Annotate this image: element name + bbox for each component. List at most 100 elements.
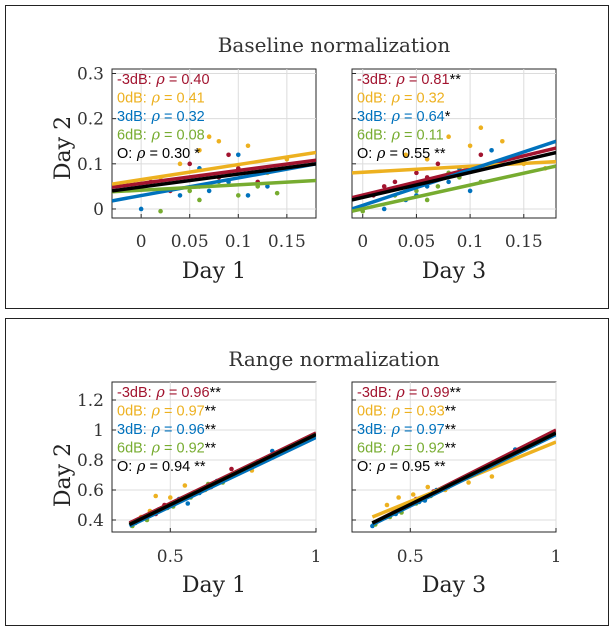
baseline-subplot-2-legend-label: 6dB:: [357, 128, 387, 144]
baseline-subplot-1-legend-label: O:: [117, 146, 132, 162]
range-subplot-1-legend-entry-5: O: ρ = 0.94 **: [117, 459, 206, 475]
range-subplot-2-x-tick-label: 1: [551, 547, 562, 567]
range-subplot-2-legend-entry-3: 3dB: ρ = 0.97**: [357, 422, 456, 438]
baseline-subplot-2-legend-significance: **: [450, 72, 462, 88]
baseline-subplot-1-series-1-point: [226, 152, 231, 158]
baseline-subplot-1-series-4-point: [274, 190, 280, 196]
range-subplot-1-y-tick-label: 1: [93, 421, 104, 441]
baseline-subplot-2-legend-significance: *: [445, 109, 451, 125]
baseline-subplot-2-series-3-point: [467, 188, 473, 194]
baseline-subplot-2-legend-value: 0.32: [417, 91, 445, 107]
range-subplot-2-legend-equals: =: [400, 441, 417, 457]
baseline-subplot-2-series-2-point: [500, 138, 505, 144]
baseline-subplot-2-series-2-point: [467, 143, 473, 149]
baseline-subplot-1-legend-value: 0.08: [177, 128, 205, 144]
range-subplot-2-series-2-point: [466, 480, 471, 485]
baseline-subplot-1-legend-equals: =: [160, 109, 177, 125]
range-subplot-1-x-tick-label: 0.5: [157, 547, 184, 567]
baseline-subplot-1-series-3-point: [206, 188, 212, 194]
baseline-subplot-2-legend-equals: =: [385, 146, 402, 162]
range-subplot-1-legend-significance: **: [205, 404, 217, 420]
range-subplot-1-axes-box: [111, 381, 317, 533]
range-subplot-1-legend-value: 0.96: [177, 422, 205, 438]
baseline-subplot-1-x-tick-label: 0.1: [225, 232, 252, 252]
baseline-subplot-1-legend-value: 0.32: [177, 109, 205, 125]
baseline-subplot-2-legend-label: 0dB:: [357, 91, 387, 107]
baseline-subplot-1-legend-entry-2: 0dB: ρ = 0.41: [117, 91, 205, 107]
baseline-subplot-1-legend-rho: ρ: [147, 91, 161, 107]
baseline-subplot-2-legend-value: 0.81: [421, 72, 449, 88]
range-subplot-1-legend-value: 0.97: [177, 404, 205, 420]
baseline-subplot-2-series-2-point: [478, 125, 484, 130]
baseline-subplot-1-series-4-point: [235, 193, 241, 198]
baseline-subplot-2-series-1-point: [478, 152, 484, 158]
range-subplot-1-legend-significance: **: [190, 459, 206, 475]
range-subplot-2-legend-significance: **: [445, 404, 457, 420]
range-subplot-1-legend-equals: =: [160, 404, 177, 420]
baseline-subplot-1-series-4-fit-line: [112, 178, 316, 194]
baseline-subplot-2-series-1-point: [392, 179, 398, 185]
range-subplot-1-legend-significance: **: [205, 422, 217, 438]
range-subplot-1-y-tick-label: 1.2: [77, 391, 104, 411]
baseline-subplot-1-x-tick-label: 0.15: [268, 232, 306, 252]
baseline-subplot-1-legend-value: 0.40: [181, 72, 209, 88]
baseline-subplot-1-legend-value: 0.41: [177, 91, 205, 107]
range-subplot-2-legend-value: 0.97: [417, 422, 445, 438]
baseline-subplot-2-series-4-point: [435, 184, 441, 189]
range-subplot-1-legend-rho: ρ: [132, 459, 146, 475]
baseline-subplot-2-x-tick-label: 0.15: [505, 232, 543, 252]
baseline-subplot-2-legend-entry-3: 3dB: ρ = 0.64*: [357, 109, 451, 125]
range-subplot-2-legend-significance: **: [430, 459, 446, 475]
range-subplot-1-legend-rho: ρ: [147, 422, 161, 438]
range-subplot-1-legend-value: 0.96: [181, 385, 209, 401]
baseline-subplot-1-legend-value: 0.30: [162, 146, 190, 162]
range-subplot-2-legend-label: 3dB:: [357, 422, 387, 438]
baseline-subplot-2-legend-equals: =: [405, 72, 422, 88]
range-subplot-2-legend-rho: ρ: [387, 404, 401, 420]
baseline-subplot-1-legend-entry-5: O: ρ = 0.30 *: [117, 146, 200, 162]
baseline-subplot-1-series-2-point: [206, 134, 212, 140]
range-subplot-2-legend-entry-2: 0dB: ρ = 0.93**: [357, 404, 456, 420]
range-subplot-1-legend-value: 0.94: [162, 459, 190, 475]
baseline-subplot-1-series-3-point: [177, 193, 183, 198]
baseline-subplot-2-series-3-point: [381, 206, 387, 212]
baseline-subplot-1-series-3-point: [245, 193, 251, 198]
range-title: Range normalization: [228, 347, 439, 371]
baseline-y-axis-label: Day 2: [51, 116, 76, 180]
baseline-subplot-1-series-3-point: [235, 152, 241, 158]
range-subplot-1-legend-label: 3dB:: [117, 422, 147, 438]
baseline-title: Baseline normalization: [218, 33, 451, 57]
baseline-subplot-2-legend-rho: ρ: [387, 91, 401, 107]
baseline-subplot-2-legend-label: -3dB:: [357, 72, 392, 88]
baseline-subplot-2-series-1-fit-line: [352, 146, 556, 200]
range-subplot-1-legend-significance: **: [210, 385, 222, 401]
baseline-subplot-1-legend-equals: =: [165, 72, 182, 88]
range-subplot-2-series-5-fit-line: [371, 431, 556, 525]
range-subplot-2-legend-rho: ρ: [392, 385, 406, 401]
baseline-subplot-2-legend-rho: ρ: [387, 109, 401, 125]
range-subplot-2-legend-equals: =: [400, 422, 417, 438]
baseline-subplot-2-series-4-fit-line: [352, 164, 556, 213]
baseline-subplot-1-series-1-point: [187, 161, 193, 167]
range-subplot-2-legend-value: 0.95: [402, 459, 430, 475]
baseline-subplot-1-legend-equals: =: [160, 128, 177, 144]
baseline-subplot-2-x-tick-label: 0.05: [397, 232, 435, 252]
baseline-subplot-1-y-tick-label: 0.3: [77, 65, 104, 85]
range-subplot-1-series-5-fit-line: [128, 432, 316, 527]
baseline-subplot-2-series-2-point: [403, 152, 408, 158]
baseline-subplot-2-legend-value: 0.11: [417, 128, 444, 144]
baseline-subplot-2-series-1-point: [381, 184, 387, 189]
range-subplot-2-legend-label: -3dB:: [357, 385, 392, 401]
range-subplot-1-series-2-point: [153, 493, 159, 499]
range-subplot-1-x-axis-label: Day 1: [182, 573, 246, 598]
baseline-subplot-2-series-3-point: [489, 147, 494, 153]
baseline-subplot-1-series-1-fit-line: [112, 158, 316, 190]
baseline-subplot-1-legend-entry-3: 3dB: ρ = 0.32: [117, 109, 205, 125]
baseline-subplot-1-x-axis-label: Day 1: [182, 259, 246, 284]
baseline-subplot-1-series-4-point: [187, 188, 193, 194]
baseline-subplot-1-legend-rho: ρ: [147, 109, 161, 125]
baseline-subplot-1-legend-entry-4: 6dB: ρ = 0.08: [117, 128, 205, 144]
range-subplot-2-legend-equals: =: [385, 459, 402, 475]
range-subplot-2-legend-value: 0.92: [417, 441, 445, 457]
range-subplot-2-legend-value: 0.99: [421, 385, 449, 401]
